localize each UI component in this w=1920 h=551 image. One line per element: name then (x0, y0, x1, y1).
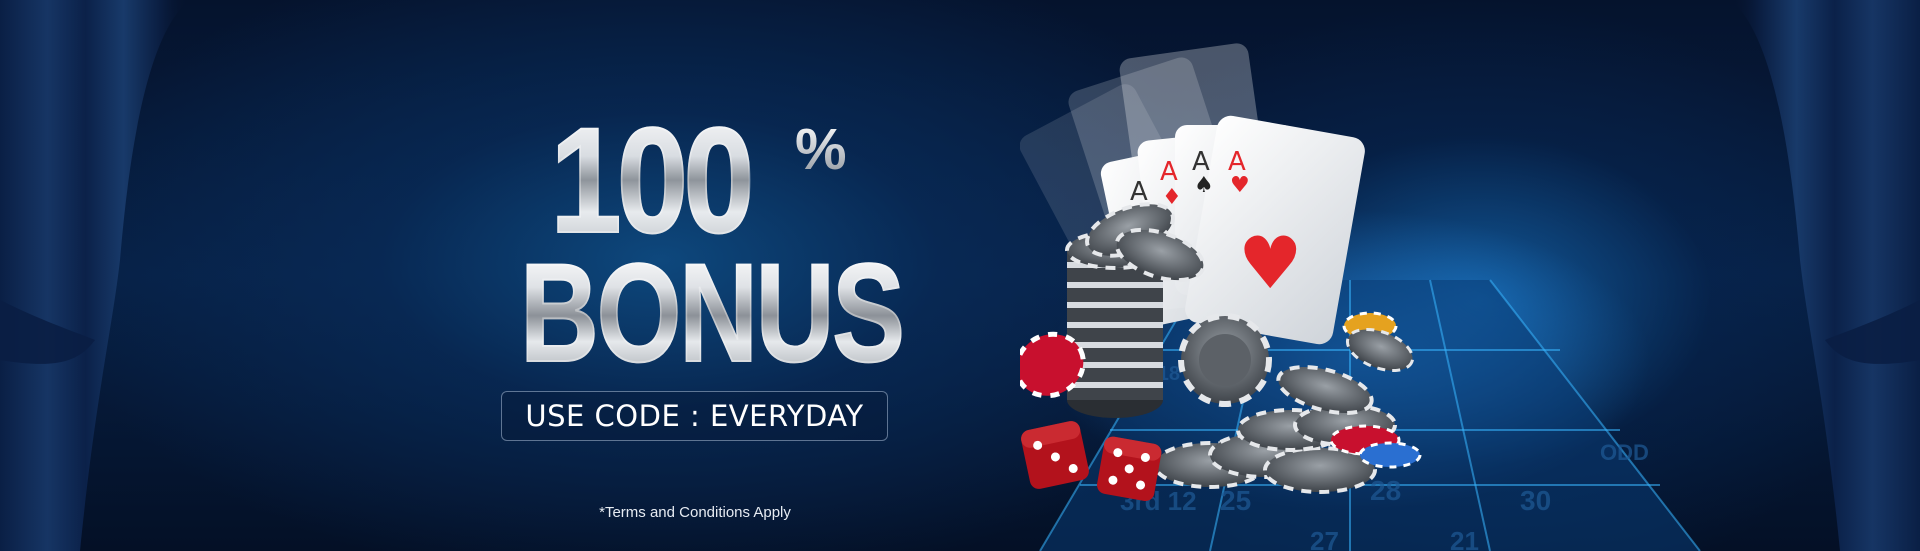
card-rank: A (1160, 157, 1178, 187)
curtain-left-icon (0, 0, 190, 551)
table-number: 27 (1310, 526, 1339, 551)
dice-icon (1021, 421, 1162, 502)
card-rank: A (1192, 147, 1210, 177)
svg-text:♦: ♦ (1162, 185, 1182, 210)
percent-symbol: % (795, 117, 847, 182)
card-rank: A (1228, 147, 1246, 177)
bonus-title: BONUS (519, 234, 906, 391)
card-rank: A (1130, 177, 1148, 207)
table-number: ODD (1600, 440, 1649, 465)
terms-text[interactable]: *Terms and Conditions Apply (599, 504, 791, 521)
svg-text:♠: ♠ (1194, 173, 1214, 198)
poker-chips-icon (1020, 202, 1422, 494)
promo-block: 100 % BONUS USE CODE : EVERYDAY *Terms a… (500, 96, 906, 521)
curtain-right-icon (1730, 0, 1920, 551)
table-number: 28 (1370, 475, 1401, 506)
svg-text:♥: ♥ (1230, 173, 1250, 198)
table-number: 25 (1220, 485, 1251, 516)
bonus-amount: 100 (549, 96, 756, 264)
promo-code-box[interactable]: USE CODE : EVERYDAY (501, 391, 888, 441)
table-number: 30 (1520, 485, 1551, 516)
table-number: 21 (1450, 526, 1479, 551)
headline: 100 % BONUS (500, 96, 906, 384)
casino-illustration: 3rd 12 25 28 30 ODD 1-18 27 21 A ♣ A ♦ A (1020, 43, 1701, 551)
svg-text:♥: ♥ (1238, 221, 1303, 305)
